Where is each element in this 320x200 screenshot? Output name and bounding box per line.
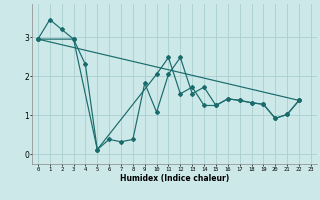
- X-axis label: Humidex (Indice chaleur): Humidex (Indice chaleur): [120, 174, 229, 183]
